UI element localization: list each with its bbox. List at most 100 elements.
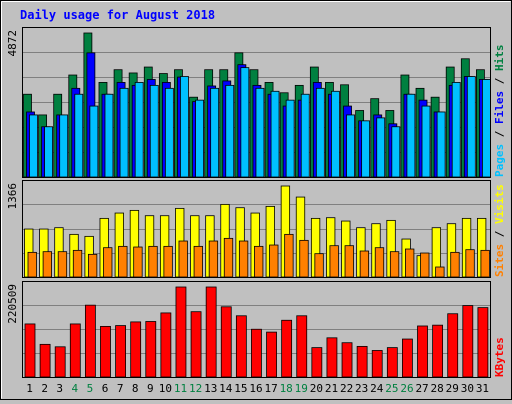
bar-sites-day-31 xyxy=(480,249,490,278)
bar-pages-day-1 xyxy=(29,114,38,178)
bar-kbytes-day-5 xyxy=(84,304,96,378)
bar-pages-day-8 xyxy=(134,82,144,178)
bar-pages-day-30 xyxy=(466,76,476,178)
bar-kbytes-day-14 xyxy=(220,306,232,378)
bar-pages-day-19 xyxy=(300,93,310,178)
bar-sites-day-19 xyxy=(299,239,309,278)
bar-sites-day-8 xyxy=(133,246,143,278)
bar-sites-day-20 xyxy=(314,253,324,278)
bar-sites-day-15 xyxy=(238,240,249,278)
bar-sites-day-11 xyxy=(178,240,188,278)
bar-sites-day-25 xyxy=(389,251,400,278)
x-tick-label-day-12: 12 xyxy=(189,382,202,395)
bar-kbytes-day-12 xyxy=(190,311,202,378)
x-tick-label-day-29: 29 xyxy=(446,382,459,395)
legend-label-hits: Pages / Files / Hits xyxy=(493,45,506,178)
x-tick-label-day-7: 7 xyxy=(117,382,124,395)
bar-kbytes-day-9 xyxy=(145,321,157,378)
legend-part: Hits xyxy=(493,45,506,72)
bar-kbytes-day-10 xyxy=(160,312,172,378)
bar-pages-day-3 xyxy=(59,114,69,178)
bar-pages-day-4 xyxy=(74,93,84,178)
x-tick-label-day-10: 10 xyxy=(159,382,172,395)
x-tick-label-day-15: 15 xyxy=(234,382,247,395)
legend-part: / xyxy=(493,71,506,91)
bar-kbytes-day-27 xyxy=(417,325,428,378)
bar-pages-day-25 xyxy=(391,126,401,178)
x-tick-label-day-4: 4 xyxy=(72,382,79,395)
x-tick-label-day-22: 22 xyxy=(340,382,353,395)
bar-pages-day-9 xyxy=(149,84,159,178)
bar-pages-day-2 xyxy=(44,126,53,178)
bar-sites-day-3 xyxy=(57,251,68,278)
x-tick-label-day-9: 9 xyxy=(147,382,154,395)
legend-part: Visits xyxy=(493,184,506,224)
bar-sites-day-22 xyxy=(344,245,354,278)
x-tick-label-day-25: 25 xyxy=(385,382,398,395)
bar-pages-day-22 xyxy=(346,114,355,178)
bar-pages-day-20 xyxy=(315,87,325,178)
bar-sites-day-28 xyxy=(435,266,445,278)
x-tick-label-day-17: 17 xyxy=(264,382,277,395)
bar-sites-day-23 xyxy=(359,250,370,278)
bar-pages-day-21 xyxy=(331,90,340,178)
bar-kbytes-day-21 xyxy=(326,337,338,378)
x-tick-label-day-16: 16 xyxy=(249,382,262,395)
bar-kbytes-day-11 xyxy=(175,286,187,378)
bar-pages-day-13 xyxy=(210,87,220,178)
bar-pages-day-6 xyxy=(104,93,114,178)
legend-label-visits: Sites / Visits xyxy=(493,184,506,277)
bar-pages-day-15 xyxy=(240,67,250,178)
x-tick-label-day-6: 6 xyxy=(102,382,109,395)
max-label-hits: 4872 xyxy=(6,30,19,57)
bar-sites-day-12 xyxy=(193,245,203,278)
bar-pages-day-16 xyxy=(255,87,265,178)
x-tick-label-day-18: 18 xyxy=(280,382,293,395)
x-tick-label-day-30: 30 xyxy=(461,382,474,395)
x-tick-label-day-14: 14 xyxy=(219,382,233,395)
bar-kbytes-day-16 xyxy=(251,328,262,378)
bar-kbytes-day-31 xyxy=(477,307,489,378)
bar-pages-day-29 xyxy=(451,82,461,178)
legend-part: Sites xyxy=(493,244,506,277)
bar-kbytes-day-26 xyxy=(402,338,413,378)
bar-pages-day-14 xyxy=(225,84,235,178)
bar-pages-day-23 xyxy=(361,120,371,178)
bar-pages-day-28 xyxy=(436,111,446,178)
x-tick-label-day-21: 21 xyxy=(325,382,338,395)
bar-kbytes-day-2 xyxy=(39,343,51,378)
bar-kbytes-day-7 xyxy=(115,325,126,378)
bar-sites-day-2 xyxy=(42,251,52,278)
bar-kbytes-day-6 xyxy=(100,325,111,378)
bar-pages-day-17 xyxy=(270,90,280,178)
bar-sites-day-1 xyxy=(27,251,37,278)
x-tick-label-day-19: 19 xyxy=(295,382,308,395)
bar-pages-day-26 xyxy=(406,93,416,178)
bar-sites-day-29 xyxy=(450,251,460,278)
bar-kbytes-day-19 xyxy=(296,315,308,378)
x-tick-label-day-24: 24 xyxy=(370,382,384,395)
max-label-kbytes: 220509 xyxy=(6,284,19,324)
x-tick-label-day-31: 31 xyxy=(476,382,489,395)
bar-sites-day-24 xyxy=(374,247,385,278)
bar-sites-day-7 xyxy=(118,245,128,278)
bar-kbytes-day-25 xyxy=(386,347,398,378)
bar-kbytes-day-22 xyxy=(341,342,353,378)
bar-kbytes-day-24 xyxy=(371,350,383,378)
bar-kbytes-day-8 xyxy=(130,321,142,378)
bar-sites-day-5 xyxy=(87,253,98,278)
bar-kbytes-day-4 xyxy=(69,323,81,378)
bar-sites-day-10 xyxy=(163,245,173,278)
legend-part: KBytes xyxy=(493,337,506,377)
x-tick-label-day-8: 8 xyxy=(132,382,139,395)
bar-pages-day-18 xyxy=(285,99,295,178)
bar-kbytes-day-18 xyxy=(281,319,293,378)
bar-sites-day-9 xyxy=(148,245,158,278)
x-tick-label-day-20: 20 xyxy=(310,382,323,395)
bar-sites-day-27 xyxy=(420,252,430,278)
x-tick-label-day-1: 1 xyxy=(26,382,33,395)
x-tick-label-day-2: 2 xyxy=(41,382,48,395)
legend-label-kbytes: KBytes xyxy=(493,337,506,377)
bar-kbytes-day-23 xyxy=(356,345,368,378)
